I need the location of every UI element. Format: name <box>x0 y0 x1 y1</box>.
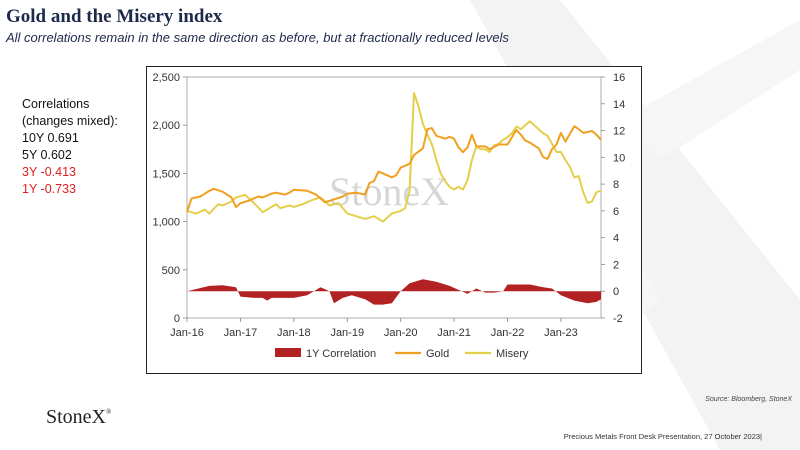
page-title: Gold and the Misery index <box>6 6 223 27</box>
y-right-tick-label: 2 <box>613 259 619 271</box>
x-tick-label: Jan-16 <box>170 327 204 339</box>
y-left-tick-label: 1,500 <box>152 168 180 180</box>
page-subtitle: All correlations remain in the same dire… <box>6 30 509 45</box>
correlations-heading: Correlations <box>22 97 90 111</box>
y-right-tick-label: 12 <box>613 126 625 138</box>
legend-swatch-1y-correlation <box>275 348 301 357</box>
legend-label-misery: Misery <box>496 348 529 360</box>
correlation-10y: 10Y 0.691 <box>22 131 79 145</box>
correlations-subheading: (changes mixed): <box>22 114 118 128</box>
series-gold-line <box>186 125 602 213</box>
y-right-tick-label: -2 <box>613 313 623 325</box>
y-right-tick-label: 0 <box>613 286 619 298</box>
chart-frame: StoneX 0 500 1,000 1,500 2,000 2,500 -2 0 2 4 6 8 10 1… <box>146 66 642 374</box>
plot-area <box>186 76 602 319</box>
gold-misery-chart: StoneX05001,0001,5002,0002,500-202468101… <box>152 72 625 360</box>
logo-mark: ® <box>106 408 112 416</box>
y-right-tick-label: 4 <box>613 233 619 245</box>
y-right-tick-label: 8 <box>613 179 619 191</box>
correlation-5y: 5Y 0.602 <box>22 148 72 162</box>
y-right-tick-label: 16 <box>613 72 625 84</box>
y-right-tick-label: 10 <box>613 152 625 164</box>
correlation-1y: 1Y -0.733 <box>22 182 76 196</box>
source-note: Source: Bloomberg, StoneX <box>705 396 792 403</box>
y-right-tick-label: 14 <box>613 99 625 111</box>
legend-label-gold: Gold <box>426 348 449 360</box>
x-tick-label: Jan-20 <box>384 327 418 339</box>
series-misery-line <box>186 92 602 223</box>
x-tick-label: Jan-18 <box>277 327 311 339</box>
y-left-tick-label: 0 <box>174 313 180 325</box>
logo-text: StoneX <box>46 406 106 428</box>
correlation-3y: 3Y -0.413 <box>22 165 76 179</box>
x-tick-label: Jan-23 <box>544 327 578 339</box>
correlations-panel: Correlations (changes mixed): 10Y 0.691 … <box>22 96 118 198</box>
series-1y-correlation-area <box>187 279 601 305</box>
y-left-tick-label: 1,000 <box>152 217 180 229</box>
x-tick-label: Jan-21 <box>437 327 471 339</box>
footer-text: Precious Metals Front Desk Presentation,… <box>563 432 762 441</box>
x-tick-label: Jan-17 <box>224 327 258 339</box>
x-tick-label: Jan-22 <box>491 327 525 339</box>
stonex-logo: StoneX® <box>46 406 111 429</box>
y-left-tick-label: 2,500 <box>152 72 180 84</box>
legend-label-1y-correlation: 1Y Correlation <box>306 348 376 360</box>
y-left-tick-label: 500 <box>162 265 180 277</box>
y-right-tick-label: 6 <box>613 206 619 218</box>
chart-legend: 1Y Correlation Gold Misery <box>275 348 529 360</box>
x-tick-label: Jan-19 <box>330 327 364 339</box>
y-left-tick-label: 2,000 <box>152 120 180 132</box>
